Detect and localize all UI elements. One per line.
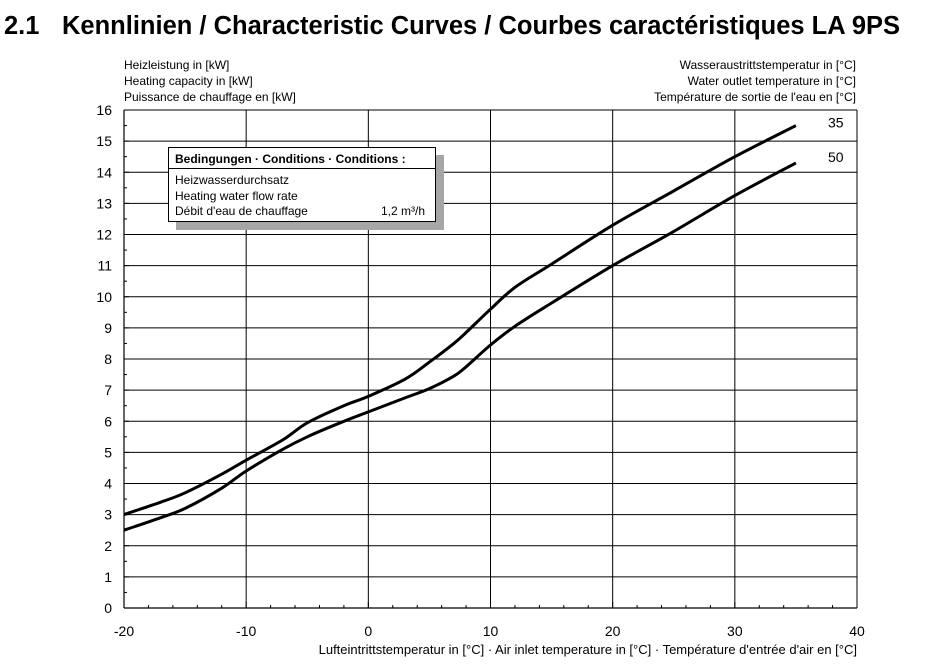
y-tick-label: 6: [104, 413, 112, 429]
grid-layer: [123, 109, 858, 609]
y-tick-label: 5: [104, 444, 112, 460]
y-tick-label: 1: [104, 569, 112, 585]
y-tick-label: 15: [96, 133, 112, 149]
y-tick-label: 9: [104, 320, 112, 336]
x-tick-label: 30: [727, 623, 743, 639]
y-tick-label: 7: [104, 382, 112, 398]
flow-rate-value: 1,2 m³/h: [380, 204, 425, 218]
y-tick-label: 4: [104, 476, 112, 492]
conditions-box: Bedingungen · Conditions · Conditions : …: [168, 147, 436, 222]
y-tick-label: 0: [104, 600, 112, 616]
y-axis-title-de: Heizleistung in [kW]: [124, 58, 230, 72]
y-tick-label: 16: [96, 102, 112, 118]
y2-axis-title-en: Water outlet temperature in [°C]: [687, 74, 856, 88]
y-tick-label: 2: [104, 538, 112, 554]
y-tick-label: 14: [96, 164, 112, 180]
curve-35: [123, 124, 797, 517]
series-layer: [123, 124, 797, 532]
x-axis-title: Lufteintrittstemperatur in [°C] · Air in…: [318, 642, 857, 657]
conditions-line-en: Heating water flow rate: [175, 189, 298, 203]
y2-axis-title-fr: Température de sortie de l'eau en [°C]: [654, 90, 856, 104]
curve-50: [123, 161, 797, 532]
title-text: Kennlinien / Characteristic Curves / Cou…: [62, 12, 901, 40]
conditions-line-fr: Débit d'eau de chauffage: [175, 204, 308, 218]
conditions-line-de: Heizwasserdurchsatz: [175, 173, 290, 187]
conditions-header: Bedingungen · Conditions · Conditions :: [175, 152, 406, 166]
y-tick-label: 11: [97, 258, 112, 274]
x-tick-label: 0: [364, 623, 372, 639]
x-tick-label: 20: [605, 623, 621, 639]
x-tick-label: 10: [483, 623, 499, 639]
y-tick-label: 3: [104, 507, 112, 523]
curve-label-35: 35: [828, 115, 844, 131]
y-axis-title-en: Heating capacity in [kW]: [124, 74, 253, 88]
section-number: 2.1: [4, 12, 40, 40]
y-tick-label: 8: [104, 351, 112, 367]
y-tick-label: 13: [96, 195, 112, 211]
x-tick-label: 40: [849, 623, 865, 639]
y-tick-label: 12: [96, 227, 112, 243]
y-axis-title-fr: Puissance de chauffage en [kW]: [124, 90, 296, 104]
x-tick-label: -10: [236, 623, 256, 639]
curve-label-50: 50: [828, 149, 844, 165]
conditions-divider: [169, 168, 435, 169]
y2-axis-title-de: Wasseraustrittstemperatur in [°C]: [679, 58, 856, 72]
y-tick-label: 10: [96, 289, 112, 305]
page-title: 2.1 Kennlinien / Characteristic Curves / …: [4, 12, 900, 41]
x-tick-label: -20: [114, 623, 134, 639]
